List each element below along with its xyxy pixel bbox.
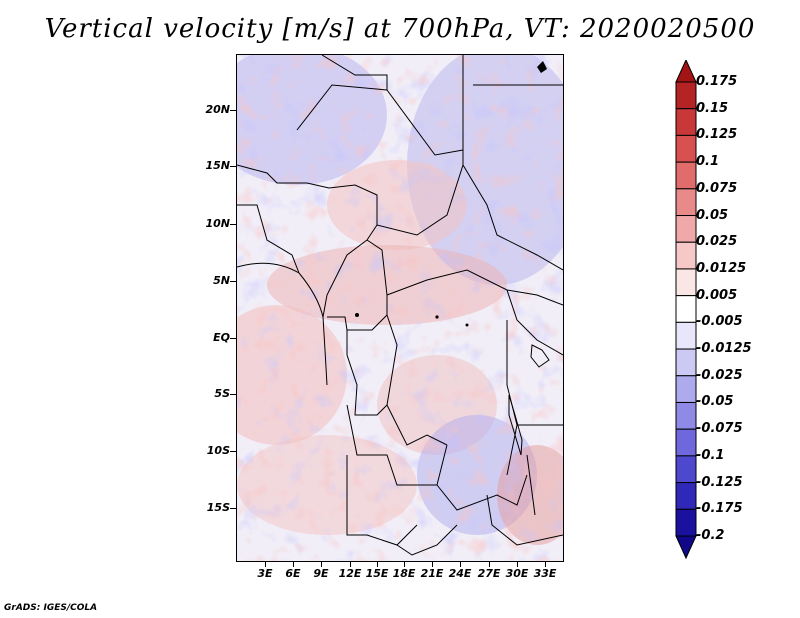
lon-label: 15E bbox=[365, 567, 389, 580]
colorbar-label: 0.005 bbox=[696, 287, 738, 303]
lon-tick bbox=[460, 562, 461, 567]
colorbar-bin bbox=[675, 535, 697, 560]
colorbar-label: 0.0125 bbox=[696, 260, 747, 276]
colorbar-bin bbox=[675, 455, 697, 484]
colorbar-label: -0.075 bbox=[696, 421, 743, 437]
colorbar-bin bbox=[675, 375, 697, 403]
colorbar-bin bbox=[675, 81, 697, 110]
lon-label: 12E bbox=[338, 567, 362, 580]
colorbar-bin bbox=[675, 482, 697, 510]
colorbar-label: -0.025 bbox=[696, 367, 743, 383]
lon-label: 27E bbox=[477, 567, 501, 580]
lon-tick bbox=[432, 562, 433, 567]
lat-tick bbox=[230, 451, 236, 452]
colorbar-label: -0.2 bbox=[696, 528, 725, 543]
colorbar-bin bbox=[675, 295, 697, 323]
velocity-field bbox=[237, 55, 563, 561]
lon-label: 21E bbox=[420, 567, 444, 580]
colorbar-label: -0.05 bbox=[696, 394, 734, 410]
lon-label: 30E bbox=[505, 567, 529, 580]
lon-tick bbox=[404, 562, 405, 567]
lat-tick bbox=[230, 224, 236, 225]
colorbar-bin bbox=[675, 268, 697, 297]
lon-label: 3E bbox=[257, 567, 273, 580]
lon-tick bbox=[321, 562, 322, 567]
colorbar-bin bbox=[675, 134, 697, 163]
colorbar-bin bbox=[675, 188, 697, 217]
colorbar-label: 0.1 bbox=[696, 154, 720, 170]
colorbar-label: 0.15 bbox=[696, 100, 729, 116]
grads-credit: GrADS: IGES/COLA bbox=[4, 603, 98, 613]
colorbar-label: 0.025 bbox=[696, 234, 738, 250]
lon-label: 6E bbox=[285, 567, 301, 580]
lat-label: 5N bbox=[213, 274, 230, 287]
colorbar-label: -0.005 bbox=[696, 314, 743, 330]
lat-tick bbox=[230, 338, 236, 339]
colorbar-bin bbox=[675, 428, 697, 457]
colorbar-label: 0.175 bbox=[696, 74, 738, 89]
colorbar-label: 0.125 bbox=[696, 127, 738, 143]
lat-tick bbox=[230, 394, 236, 395]
colorbar-bin bbox=[675, 161, 697, 190]
colorbar-bin bbox=[675, 401, 697, 430]
lon-tick bbox=[377, 562, 378, 567]
lon-label: 33E bbox=[533, 567, 557, 580]
colorbar-label: 0.075 bbox=[696, 180, 738, 196]
lat-tick bbox=[230, 281, 236, 282]
lon-tick bbox=[489, 562, 490, 567]
colorbar-label: -0.1 bbox=[696, 447, 725, 463]
lat-label: 15N bbox=[205, 159, 230, 172]
lat-label: 5S bbox=[214, 387, 230, 400]
colorbar-bin bbox=[675, 241, 697, 270]
lon-tick bbox=[517, 562, 518, 567]
colorbar-bin bbox=[675, 508, 697, 537]
colorbar-label: -0.175 bbox=[696, 501, 743, 517]
colorbar-label: -0.125 bbox=[696, 474, 743, 490]
lat-label: 10S bbox=[206, 444, 230, 457]
lat-label: 15S bbox=[206, 501, 230, 514]
lat-tick bbox=[230, 508, 236, 509]
lon-tick bbox=[545, 562, 546, 567]
colorbar-bin bbox=[675, 215, 697, 243]
colorbar-bin bbox=[675, 348, 697, 377]
lat-label: 10N bbox=[205, 217, 230, 230]
lon-tick bbox=[265, 562, 266, 567]
lat-label: 20N bbox=[205, 103, 230, 116]
lon-label: 24E bbox=[448, 567, 472, 580]
lat-tick bbox=[230, 166, 236, 167]
colorbar-bin bbox=[675, 321, 697, 350]
chart-title: Vertical velocity [m/s] at 700hPa, VT: 2… bbox=[44, 14, 756, 44]
lat-tick bbox=[230, 110, 236, 111]
colorbar-bin bbox=[675, 60, 697, 83]
colorbar-label: -0.0125 bbox=[696, 341, 752, 357]
lon-tick bbox=[293, 562, 294, 567]
lon-label: 9E bbox=[313, 567, 329, 580]
lat-label: EQ bbox=[213, 331, 230, 344]
colorbar-bin bbox=[675, 108, 697, 136]
lon-tick bbox=[350, 562, 351, 567]
colorbar bbox=[675, 60, 697, 560]
velocity-map bbox=[236, 54, 564, 562]
colorbar-label: 0.05 bbox=[696, 207, 729, 223]
lon-label: 18E bbox=[392, 567, 416, 580]
